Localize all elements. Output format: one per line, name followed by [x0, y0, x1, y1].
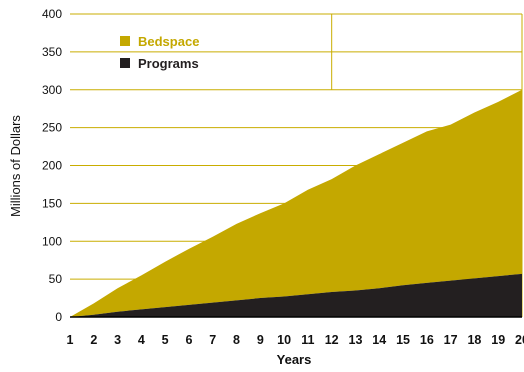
legend-swatch-bedspace [120, 36, 130, 46]
y-tick-250: 250 [42, 121, 62, 135]
area-bedspace [70, 89, 522, 317]
y-tick-200: 200 [42, 159, 62, 173]
x-tick-2: 2 [90, 333, 97, 347]
x-tick-20: 20 [515, 333, 524, 347]
x-axis-title: Years [277, 352, 312, 367]
legend-label-bedspace: Bedspace [138, 34, 199, 49]
x-tick-9: 9 [257, 333, 264, 347]
x-tick-15: 15 [396, 333, 410, 347]
y-tick-100: 100 [42, 234, 62, 248]
x-tick-1: 1 [67, 333, 74, 347]
y-tick-400: 400 [42, 7, 62, 21]
x-tick-11: 11 [301, 333, 314, 347]
x-tick-13: 13 [349, 333, 363, 347]
x-tick-6: 6 [185, 333, 192, 347]
x-tick-17: 17 [444, 333, 458, 347]
legend-label-programs: Programs [138, 56, 199, 71]
x-tick-19: 19 [491, 333, 505, 347]
x-tick-8: 8 [233, 333, 240, 347]
x-tick-12: 12 [325, 333, 339, 347]
y-tick-350: 350 [42, 45, 62, 59]
y-tick-labels: 0 50 100 150 200 250 300 350 400 [42, 7, 62, 324]
x-tick-4: 4 [138, 333, 145, 347]
x-tick-10: 10 [277, 333, 291, 347]
x-tick-7: 7 [209, 333, 216, 347]
x-tick-18: 18 [467, 333, 481, 347]
x-tick-16: 16 [420, 333, 434, 347]
x-tick-labels: 1234567891011121314151617181920 [67, 333, 524, 347]
legend: Bedspace Programs [120, 34, 199, 71]
y-tick-0: 0 [55, 310, 62, 324]
x-tick-14: 14 [372, 333, 386, 347]
plot-area [70, 13, 523, 318]
y-axis-title: Millions of Dollars [8, 115, 23, 217]
x-tick-5: 5 [162, 333, 169, 347]
x-tick-3: 3 [114, 333, 121, 347]
y-tick-300: 300 [42, 83, 62, 97]
legend-swatch-programs [120, 58, 130, 68]
area-programs [70, 273, 522, 317]
y-tick-150: 150 [42, 196, 62, 210]
y-tick-50: 50 [49, 272, 63, 286]
